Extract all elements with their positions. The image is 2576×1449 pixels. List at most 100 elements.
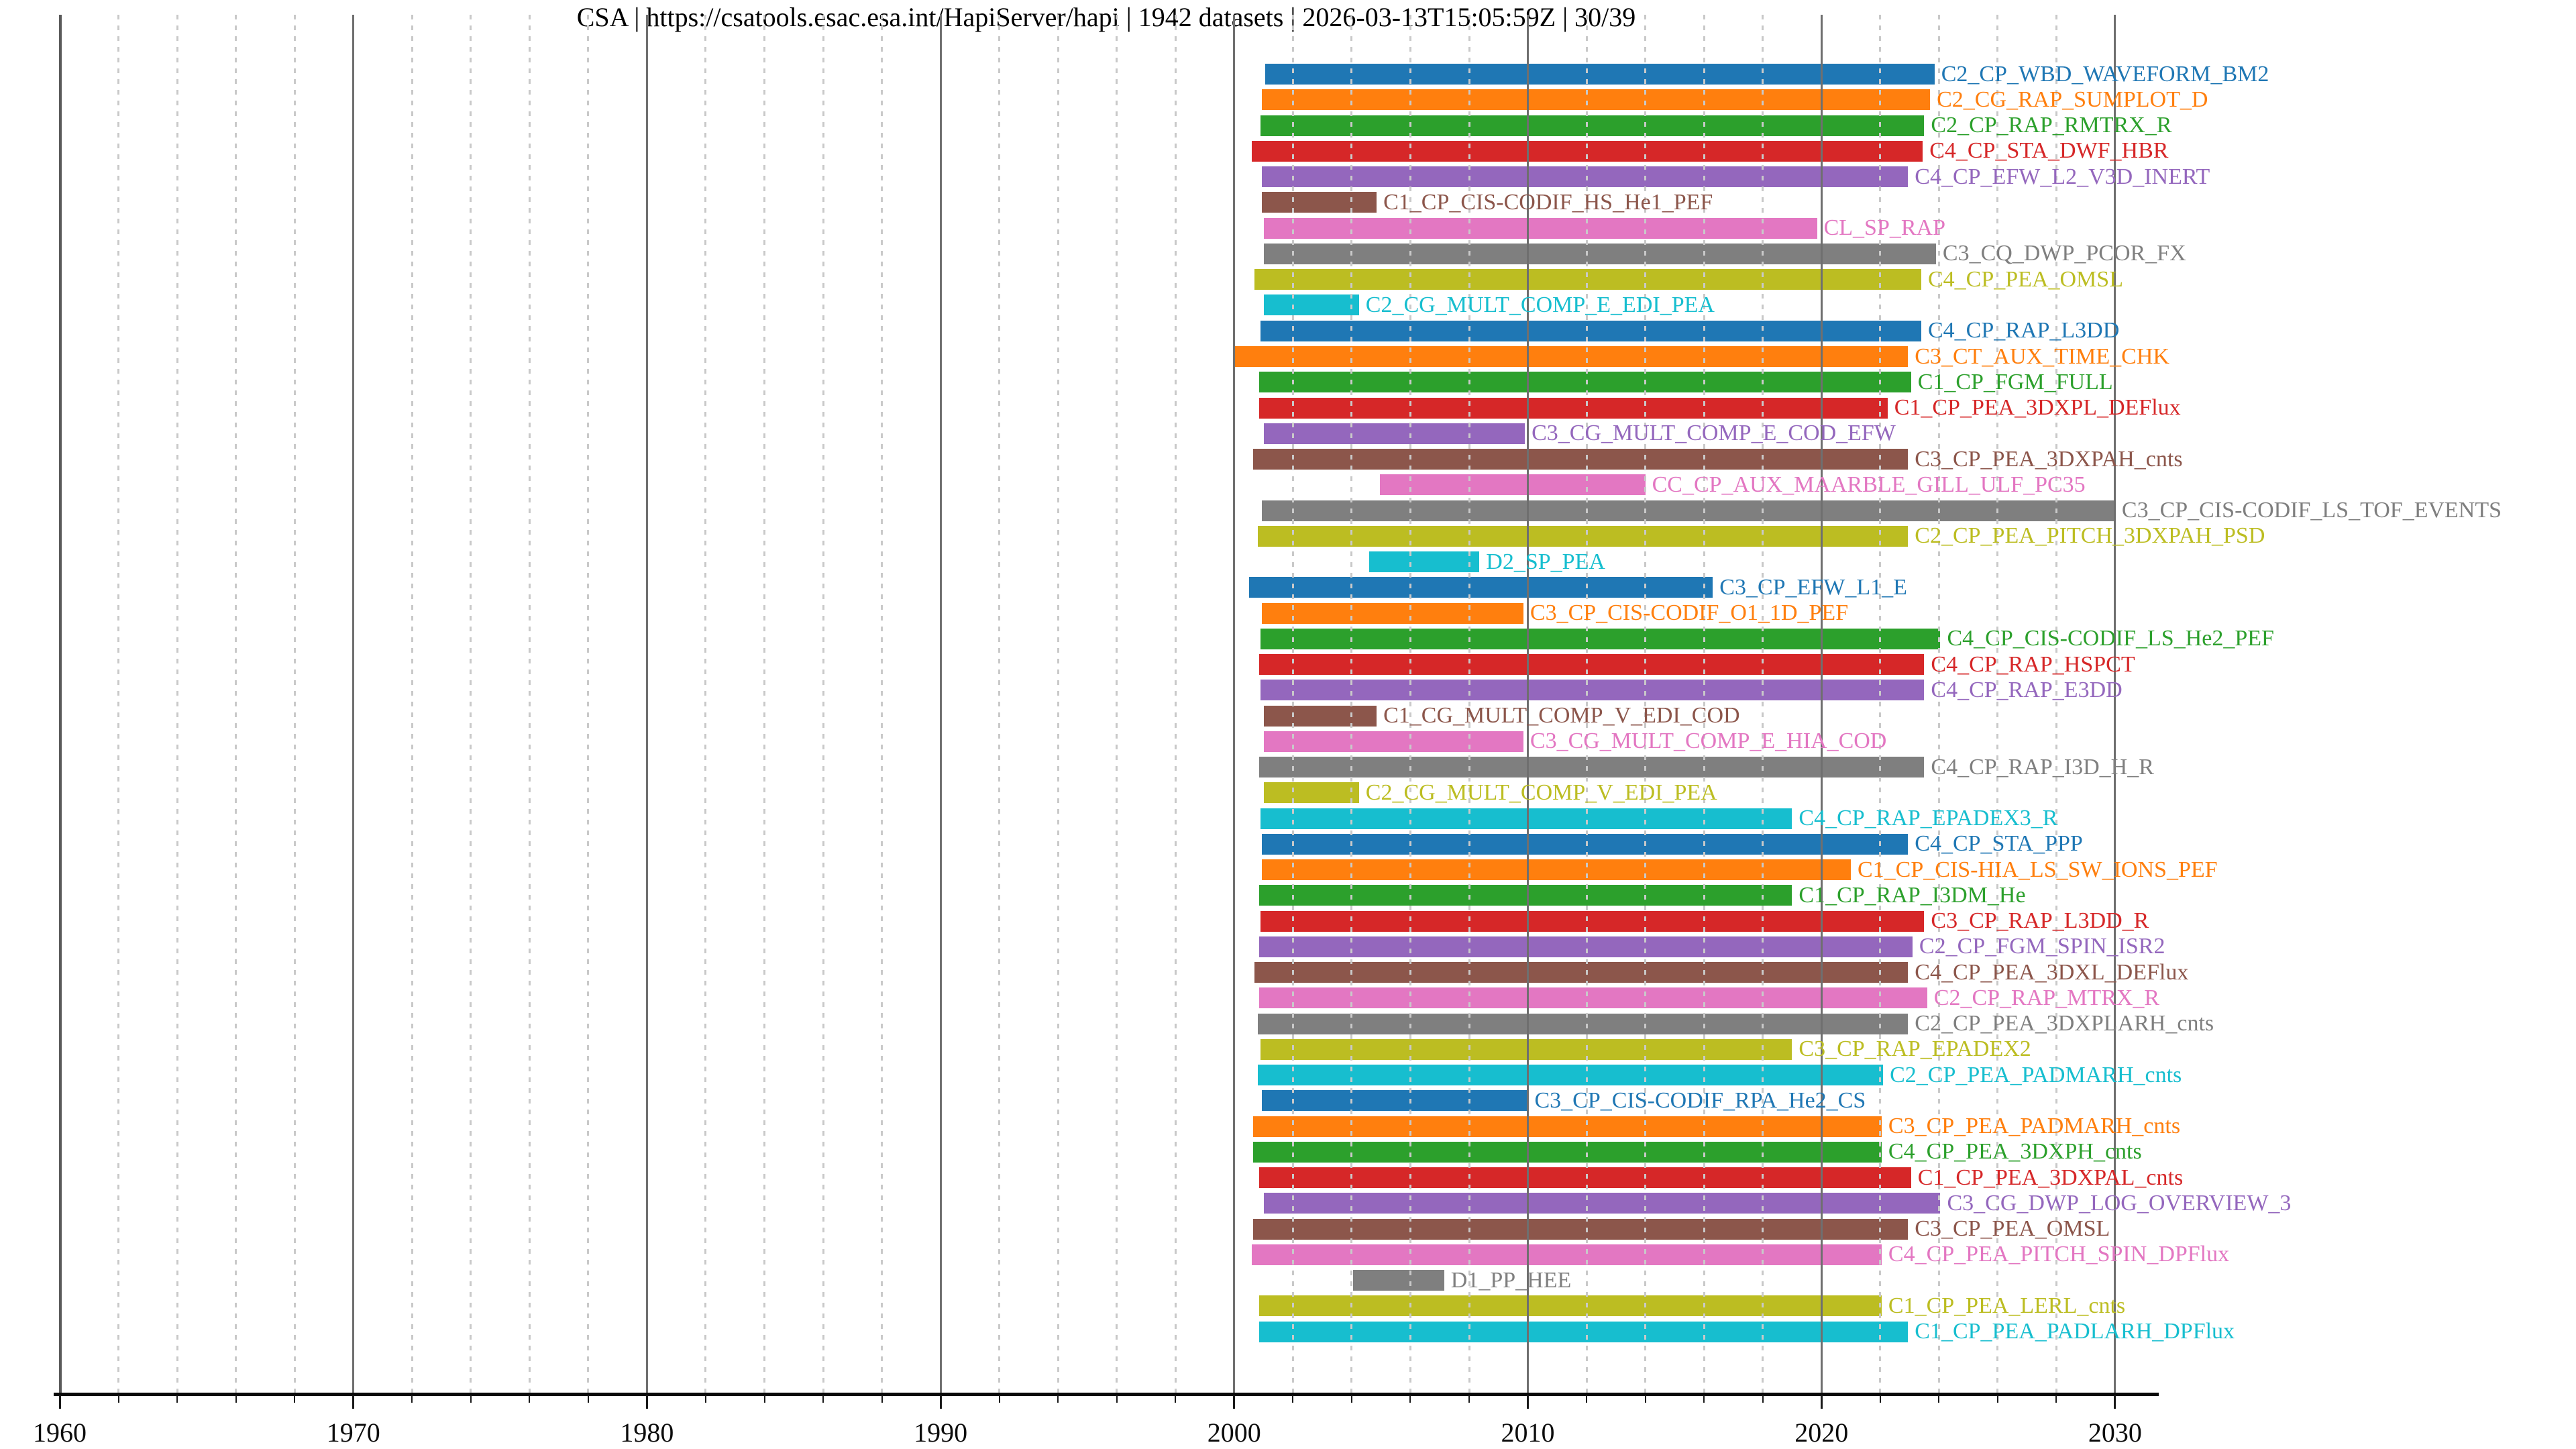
gantt-bar bbox=[1263, 782, 1359, 804]
dataset-label: C3_CP_PEA_OMSL bbox=[1915, 1216, 2110, 1241]
dataset-label: C3_CP_CIS-CODIF_RPA_He2_CS bbox=[1534, 1087, 1866, 1113]
x-axis-minor-tick bbox=[294, 1395, 296, 1403]
dataset-label: C3_CP_EFW_L1_E bbox=[1719, 574, 1907, 600]
gantt-bar bbox=[1262, 89, 1931, 111]
x-axis-minor-tick bbox=[1586, 1395, 1587, 1403]
gridline-minor bbox=[763, 15, 765, 1394]
gantt-bar bbox=[1260, 115, 1925, 136]
gantt-bar bbox=[1262, 500, 2115, 521]
gantt-bar bbox=[1260, 910, 1925, 932]
gantt-bar bbox=[1262, 166, 1909, 188]
gridline-minor bbox=[1350, 15, 1353, 1394]
dataset-label: C3_CG_MULT_COMP_E_COD_EFW bbox=[1532, 421, 1896, 446]
gridline-minor bbox=[704, 15, 707, 1394]
gridline-major bbox=[2114, 15, 2116, 1394]
dataset-label: C3_CP_CIS-CODIF_O1_1D_PEF bbox=[1529, 600, 1849, 625]
dataset-label: C1_CP_PEA_3DXPAL_cnts bbox=[1917, 1165, 2184, 1190]
gridline-minor bbox=[1996, 15, 1999, 1394]
x-axis-minor-tick bbox=[117, 1395, 119, 1403]
dataset-label: C1_CP_RAP_I3DM_He bbox=[1799, 882, 2026, 908]
gridline-minor bbox=[235, 15, 237, 1394]
gridline-minor bbox=[822, 15, 824, 1394]
gantt-bar bbox=[1234, 346, 1909, 367]
gantt-bar bbox=[1259, 1295, 1882, 1317]
x-axis-minor-tick bbox=[1175, 1395, 1177, 1403]
dataset-label: C4_CP_PEA_PITCH_SPIN_DPFlux bbox=[1888, 1242, 2230, 1267]
dataset-label: C3_CP_PEA_PADMARH_cnts bbox=[1888, 1114, 2181, 1138]
x-axis-minor-tick bbox=[1292, 1395, 1294, 1403]
gantt-bar bbox=[1254, 269, 1921, 290]
x-axis-minor-tick bbox=[1879, 1395, 1881, 1403]
dataset-label: C2_CG_MULT_COMP_E_EDI_PEA bbox=[1365, 292, 1715, 317]
dataset-label: C4_CP_RAP_HSPCT bbox=[1931, 651, 2135, 677]
dataset-label: C4_CP_RAP_E3DD bbox=[1931, 677, 2123, 702]
dataset-label: C4_CP_RAP_EPADEX3_R bbox=[1799, 806, 2058, 830]
gantt-bar bbox=[1263, 423, 1525, 444]
gridline-major bbox=[1233, 15, 1236, 1394]
x-axis-major-tick bbox=[1820, 1395, 1823, 1409]
x-axis-tick-label: 1960 bbox=[33, 1417, 87, 1448]
gantt-bar bbox=[1262, 833, 1909, 855]
gantt-bar bbox=[1262, 602, 1523, 624]
x-axis-major-tick bbox=[2114, 1395, 2116, 1409]
x-axis-major-tick bbox=[1233, 1395, 1236, 1409]
x-axis-minor-tick bbox=[822, 1395, 824, 1403]
x-axis-minor-tick bbox=[235, 1395, 237, 1403]
dataset-label: C2_CP_PEA_PADMARH_cnts bbox=[1890, 1062, 2182, 1087]
dataset-label: C3_CQ_DWP_PCOR_FX bbox=[1942, 241, 2186, 266]
gantt-bar bbox=[1259, 885, 1792, 906]
dataset-label: C4_CP_CIS-CODIF_LS_He2_PEF bbox=[1947, 626, 2274, 651]
gantt-bar bbox=[1257, 525, 1909, 547]
x-axis-major-tick bbox=[645, 1395, 648, 1409]
gridline-minor bbox=[1762, 15, 1764, 1394]
dataset-label: C2_CP_WBD_WAVEFORM_BM2 bbox=[1941, 61, 2269, 87]
gantt-bar bbox=[1257, 1065, 1884, 1085]
gantt-bar bbox=[1259, 987, 1927, 1009]
dataset-label: C2_CG_RAP_SUMPLOT_D bbox=[1937, 87, 2208, 112]
x-axis-tick-label: 1980 bbox=[620, 1417, 674, 1448]
dataset-label: C4_CP_EFW_L2_V3D_INERT bbox=[1915, 164, 2210, 189]
dataset-label: D1_PP_HEE bbox=[1450, 1267, 1572, 1293]
gantt-bar bbox=[1260, 680, 1925, 701]
dataset-label: C3_CP_CIS-CODIF_LS_TOF_EVENTS bbox=[2121, 498, 2502, 523]
x-axis-minor-tick bbox=[1644, 1395, 1646, 1403]
x-axis-tick-label: 2010 bbox=[1501, 1417, 1555, 1448]
gridline-minor bbox=[1879, 15, 1882, 1394]
dataset-label: C4_CP_RAP_L3DD bbox=[1928, 318, 2120, 343]
x-axis-minor-tick bbox=[587, 1395, 589, 1403]
gantt-bar bbox=[1263, 731, 1523, 752]
dataset-label: C1_CP_PEA_PADLARH_DPFlux bbox=[1915, 1319, 2235, 1344]
gantt-bar bbox=[1253, 1116, 1882, 1137]
x-axis-minor-tick bbox=[1996, 1395, 1998, 1403]
gantt-bar bbox=[1262, 859, 1851, 880]
dataset-label: C4_CP_STA_PPP bbox=[1915, 831, 2083, 857]
x-axis-minor-tick bbox=[2055, 1395, 2057, 1403]
dataset-label: C1_CP_PEA_LERL_cnts bbox=[1888, 1293, 2126, 1318]
gridline-minor bbox=[528, 15, 531, 1394]
gantt-bar bbox=[1253, 449, 1909, 470]
x-axis-minor-tick bbox=[1350, 1395, 1352, 1403]
gridline-minor bbox=[1468, 15, 1470, 1394]
x-axis-minor-tick bbox=[470, 1395, 472, 1403]
x-axis-minor-tick bbox=[1468, 1395, 1470, 1403]
dataset-label: C3_CT_AUX_TIME_CHK bbox=[1915, 343, 2169, 369]
gantt-bar bbox=[1262, 192, 1377, 213]
x-axis-minor-tick bbox=[704, 1395, 706, 1403]
x-axis-major-tick bbox=[939, 1395, 942, 1409]
dataset-label: C1_CP_FGM_FULL bbox=[1917, 369, 2113, 394]
gridline-major bbox=[1527, 15, 1529, 1394]
gridline-minor bbox=[998, 15, 1001, 1394]
dataset-label: C4_CP_PEA_3DXPH_cnts bbox=[1888, 1139, 2142, 1165]
gridline-minor bbox=[881, 15, 883, 1394]
dataset-label: C2_CP_FGM_SPIN_ISR2 bbox=[1919, 934, 2165, 959]
x-axis-tick-label: 2030 bbox=[2088, 1417, 2142, 1448]
gridline-minor bbox=[587, 15, 590, 1394]
gridline-minor bbox=[1585, 15, 1588, 1394]
gantt-bar bbox=[1263, 243, 1936, 264]
gantt-bar bbox=[1259, 1321, 1909, 1342]
x-axis-tick-label: 1990 bbox=[914, 1417, 968, 1448]
dataset-label: C2_CP_RAP_MTRX_R bbox=[1933, 985, 2160, 1010]
gridline-minor bbox=[470, 15, 472, 1394]
x-axis-major-tick bbox=[1527, 1395, 1529, 1409]
gridline-minor bbox=[1116, 15, 1118, 1394]
